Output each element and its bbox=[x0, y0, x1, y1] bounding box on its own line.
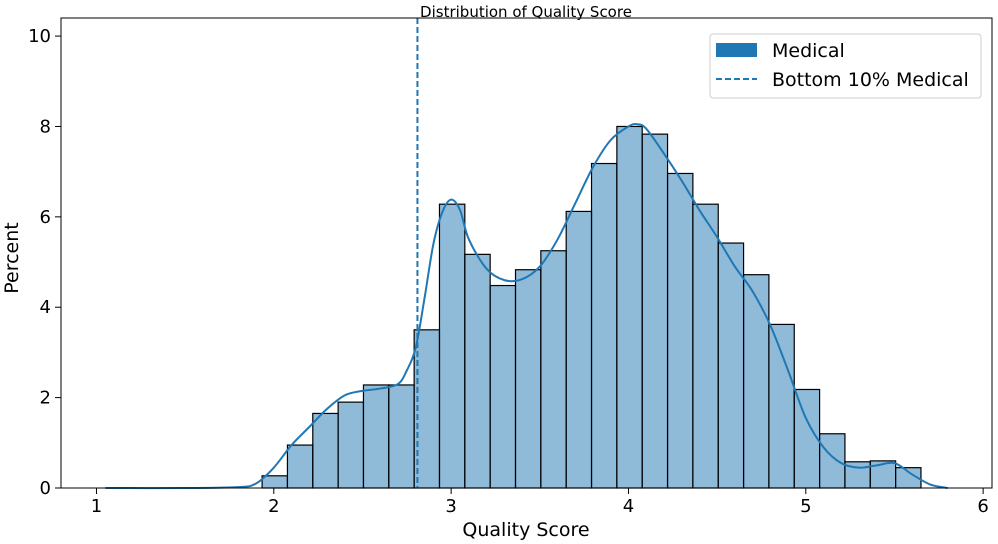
legend-medical-label: Medical bbox=[772, 40, 845, 62]
kde-curve bbox=[105, 123, 948, 490]
histogram-bar bbox=[590, 162, 618, 489]
histogram-bar bbox=[286, 444, 314, 489]
histogram-bar bbox=[717, 242, 745, 489]
histogram-bar bbox=[312, 412, 339, 489]
histogram-bar bbox=[514, 269, 542, 489]
histogram-bar bbox=[540, 250, 567, 489]
x-axis-label: Quality Score bbox=[462, 519, 589, 541]
y-tick-label: 4 bbox=[40, 297, 51, 318]
x-tick-label: 2 bbox=[268, 496, 279, 517]
y-tick-label: 2 bbox=[40, 388, 51, 409]
histogram-bar bbox=[489, 284, 517, 489]
y-tick-label: 6 bbox=[40, 207, 51, 228]
y-tick-label: 8 bbox=[40, 116, 51, 137]
histogram-bar bbox=[362, 384, 390, 489]
histogram-bar bbox=[388, 384, 415, 489]
histogram-bar bbox=[793, 388, 821, 489]
y-ticks: 0 2 4 6 8 10 bbox=[28, 26, 61, 499]
histogram-bar bbox=[742, 274, 770, 489]
y-tick-label: 10 bbox=[28, 26, 51, 47]
histogram-bar bbox=[565, 210, 593, 489]
histogram-bar bbox=[666, 172, 694, 489]
histogram-bar bbox=[818, 433, 846, 489]
y-axis-label: Percent bbox=[1, 222, 23, 294]
bars-group bbox=[261, 125, 922, 489]
legend: Medical Bottom 10% Medical bbox=[709, 33, 982, 99]
x-tick-label: 5 bbox=[800, 496, 811, 517]
x-tick-label: 4 bbox=[623, 496, 634, 517]
histogram-bar bbox=[337, 401, 365, 489]
kde-group bbox=[105, 123, 948, 490]
histogram-bar bbox=[768, 323, 795, 489]
plot-frame bbox=[60, 17, 993, 489]
legend-reference-label: Bottom 10% Medical bbox=[772, 69, 969, 91]
histogram-bar bbox=[464, 253, 491, 489]
x-ticks: 1 2 3 4 5 6 bbox=[91, 488, 989, 517]
y-tick-label: 0 bbox=[40, 478, 51, 499]
legend-box bbox=[709, 33, 982, 99]
histogram-bar bbox=[641, 133, 669, 489]
x-tick-label: 3 bbox=[445, 496, 456, 517]
legend-medical-swatch bbox=[716, 43, 757, 57]
histogram-bar bbox=[616, 125, 643, 489]
histogram-bar bbox=[438, 203, 466, 489]
histogram-bar bbox=[261, 475, 289, 489]
histogram-bar bbox=[692, 203, 719, 489]
x-tick-label: 1 bbox=[91, 496, 102, 517]
x-tick-label: 6 bbox=[977, 496, 988, 517]
chart-title: Distribution of Quality Score bbox=[420, 3, 632, 21]
